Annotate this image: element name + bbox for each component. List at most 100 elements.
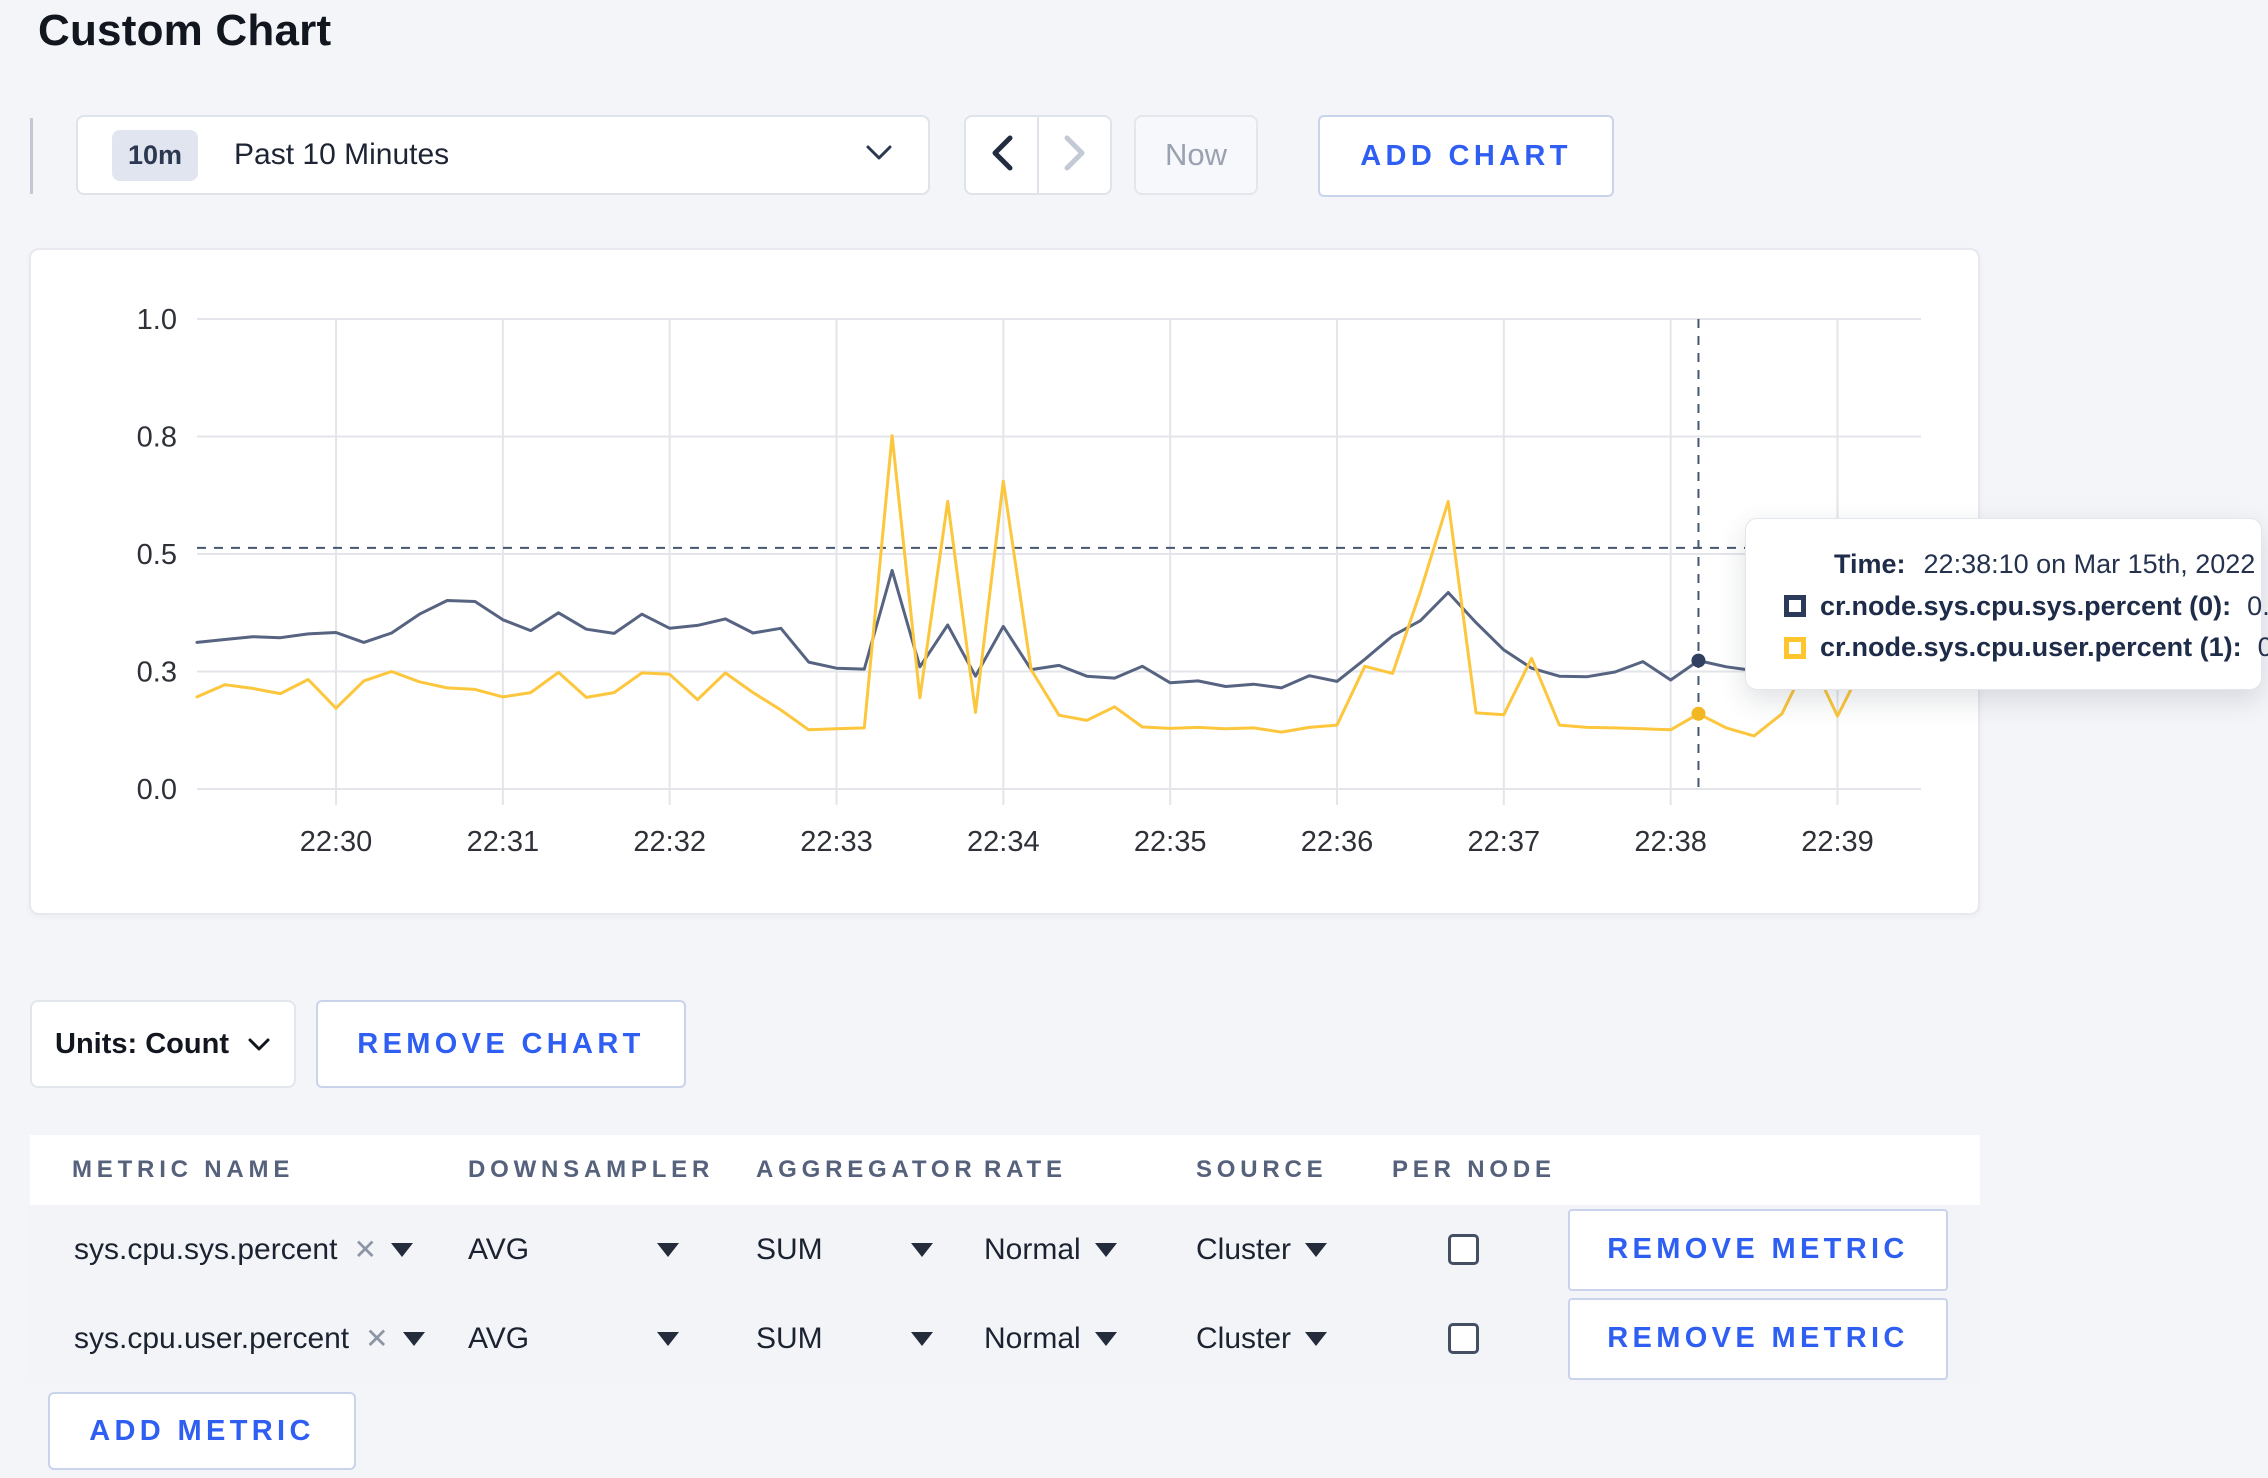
add-metric-button[interactable]: ADD METRIC (48, 1392, 356, 1470)
actions-cell: REMOVE METRIC (1562, 1208, 1980, 1291)
chart-svg[interactable]: 0.0 0.3 0.5 0.8 1.0 22:30 22:31 22:32 22:33 22:34… (31, 250, 1982, 917)
now-button[interactable]: Now (1134, 115, 1258, 195)
tooltip-time-value: 22:38:10 on Mar 15th, 2022 (1923, 549, 2256, 579)
x-axis-label: 22:36 (1301, 826, 1374, 858)
y-axis-label: 0.5 (137, 539, 177, 571)
aggregator-select[interactable]: SUM (728, 1322, 956, 1356)
y-axis-label: 0.0 (137, 774, 177, 806)
aggregator-select[interactable]: SUM (728, 1233, 956, 1267)
metrics-table: METRIC NAME DOWNSAMPLER AGGREGATOR RATE … (30, 1135, 1980, 1383)
toolbar-divider (30, 118, 33, 194)
header-metric-name: METRIC NAME (72, 1156, 295, 1183)
clear-metric-icon[interactable]: ✕ (353, 1234, 377, 1265)
per-node-cell (1364, 1323, 1562, 1354)
hover-dot-cr.node.sys.cpu.user.percent (1691, 706, 1706, 721)
y-axis-label: 0.3 (137, 657, 177, 689)
source-value: Cluster (1196, 1232, 1292, 1266)
rate-select[interactable]: Normal (956, 1233, 1168, 1267)
y-axis-label: 1.0 (137, 304, 177, 336)
x-axis-label: 22:32 (633, 826, 706, 858)
rate-value: Normal (984, 1321, 1081, 1355)
aggregator-value: SUM (756, 1321, 823, 1355)
caret-down-icon (1305, 1331, 1328, 1346)
downsampler-select[interactable]: AVG (440, 1233, 728, 1267)
header-per-node: PER NODE (1392, 1156, 1556, 1183)
downsampler-value: AVG (468, 1232, 530, 1266)
header-aggregator: AGGREGATOR (756, 1156, 977, 1183)
units-dropdown[interactable]: Units: Count (30, 1000, 296, 1088)
rate-select[interactable]: Normal (956, 1322, 1168, 1356)
chevron-left-icon (989, 134, 1015, 177)
remove-chart-button[interactable]: REMOVE CHART (316, 1000, 686, 1088)
source-select[interactable]: Cluster (1168, 1233, 1364, 1267)
metric-name: sys.cpu.sys.percent (74, 1232, 338, 1266)
x-axis-label: 22:39 (1801, 826, 1874, 858)
x-axis-label: 22:33 (800, 826, 873, 858)
caret-down-icon (657, 1331, 680, 1346)
downsampler-value: AVG (468, 1321, 530, 1355)
chart-footer-controls: Units: Count REMOVE CHART (0, 1000, 2268, 1090)
prev-time-button[interactable] (964, 115, 1038, 195)
time-range-badge: 10m (112, 129, 199, 181)
caret-down-icon (1094, 1242, 1117, 1257)
toolbar: 10m Past 10 Minutes Now ADD CHART (0, 115, 2268, 197)
y-axis-label: 0.8 (137, 422, 177, 454)
next-time-button[interactable] (1038, 115, 1112, 195)
chevron-right-icon (1062, 134, 1088, 177)
source-select[interactable]: Cluster (1168, 1322, 1364, 1356)
x-axis-label: 22:30 (300, 826, 373, 858)
tooltip-series-swatch-user (1784, 636, 1806, 659)
caret-down-icon (910, 1331, 933, 1346)
tooltip-metric-value: 0.2732 (2247, 590, 2268, 621)
tooltip-metric-name: cr.node.sys.cpu.sys.percent (0): (1820, 590, 2232, 621)
metric-name-select[interactable]: sys.cpu.sys.percent ✕ (30, 1233, 440, 1267)
x-axis-label: 22:38 (1634, 826, 1707, 858)
metrics-table-header: METRIC NAME DOWNSAMPLER AGGREGATOR RATE … (30, 1135, 1980, 1205)
caret-down-icon (910, 1242, 933, 1257)
header-downsampler: DOWNSAMPLER (468, 1156, 715, 1183)
add-chart-button[interactable]: ADD CHART (1318, 115, 1614, 197)
chart-tooltip: Time: 22:38:10 on Mar 15th, 2022 cr.node… (1745, 518, 2268, 690)
remove-metric-button[interactable]: REMOVE METRIC (1568, 1208, 1948, 1291)
remove-metric-button[interactable]: REMOVE METRIC (1568, 1297, 1948, 1380)
chevron-down-icon (864, 143, 894, 168)
per-node-checkbox[interactable] (1447, 1234, 1479, 1265)
metric-row: sys.cpu.user.percent ✕ AVG SUM Normal Cl… (30, 1294, 1980, 1383)
x-axis-label: 22:31 (467, 826, 540, 858)
caret-down-icon (390, 1242, 413, 1257)
time-nav-group (964, 115, 1112, 195)
caret-down-icon (1305, 1242, 1328, 1257)
per-node-checkbox[interactable] (1447, 1323, 1479, 1354)
header-rate: RATE (984, 1156, 1067, 1183)
metric-name: sys.cpu.user.percent (74, 1321, 350, 1355)
rate-value: Normal (984, 1232, 1081, 1266)
chart-card: 0.0 0.3 0.5 0.8 1.0 22:30 22:31 22:32 22:33 22:34… (29, 248, 1980, 915)
units-label: Units: Count (55, 1027, 229, 1060)
metric-row: sys.cpu.sys.percent ✕ AVG SUM Normal Clu… (30, 1205, 1980, 1294)
series-line-cr.node.sys.cpu.user.percent (195, 434, 1867, 738)
page-title: Custom Chart (38, 6, 332, 55)
caret-down-icon (657, 1242, 680, 1257)
time-range-label: Past 10 Minutes (234, 138, 450, 171)
tooltip-metric-name: cr.node.sys.cpu.user.percent (1): (1820, 632, 2242, 662)
x-axis-label: 22:34 (967, 826, 1040, 858)
chevron-down-icon (247, 1028, 271, 1061)
source-value: Cluster (1196, 1321, 1292, 1355)
aggregator-value: SUM (756, 1232, 823, 1266)
actions-cell: REMOVE METRIC (1562, 1297, 1980, 1380)
tooltip-time-label: Time: (1834, 549, 1906, 579)
hover-dot-cr.node.sys.cpu.sys.percent (1691, 653, 1706, 668)
tooltip-series-swatch-sys (1784, 595, 1806, 617)
x-axis-label: 22:35 (1134, 826, 1207, 858)
metric-name-select[interactable]: sys.cpu.user.percent ✕ (30, 1322, 440, 1356)
clear-metric-icon[interactable]: ✕ (365, 1323, 389, 1354)
downsampler-select[interactable]: AVG (440, 1322, 728, 1356)
time-range-picker[interactable]: 10m Past 10 Minutes (76, 115, 930, 195)
caret-down-icon (1094, 1331, 1117, 1346)
x-axis-label: 22:37 (1468, 826, 1541, 858)
per-node-cell (1364, 1234, 1562, 1265)
header-source: SOURCE (1196, 1156, 1328, 1183)
tooltip-metric-value: 0.1601 (2257, 632, 2268, 662)
caret-down-icon (402, 1331, 425, 1346)
